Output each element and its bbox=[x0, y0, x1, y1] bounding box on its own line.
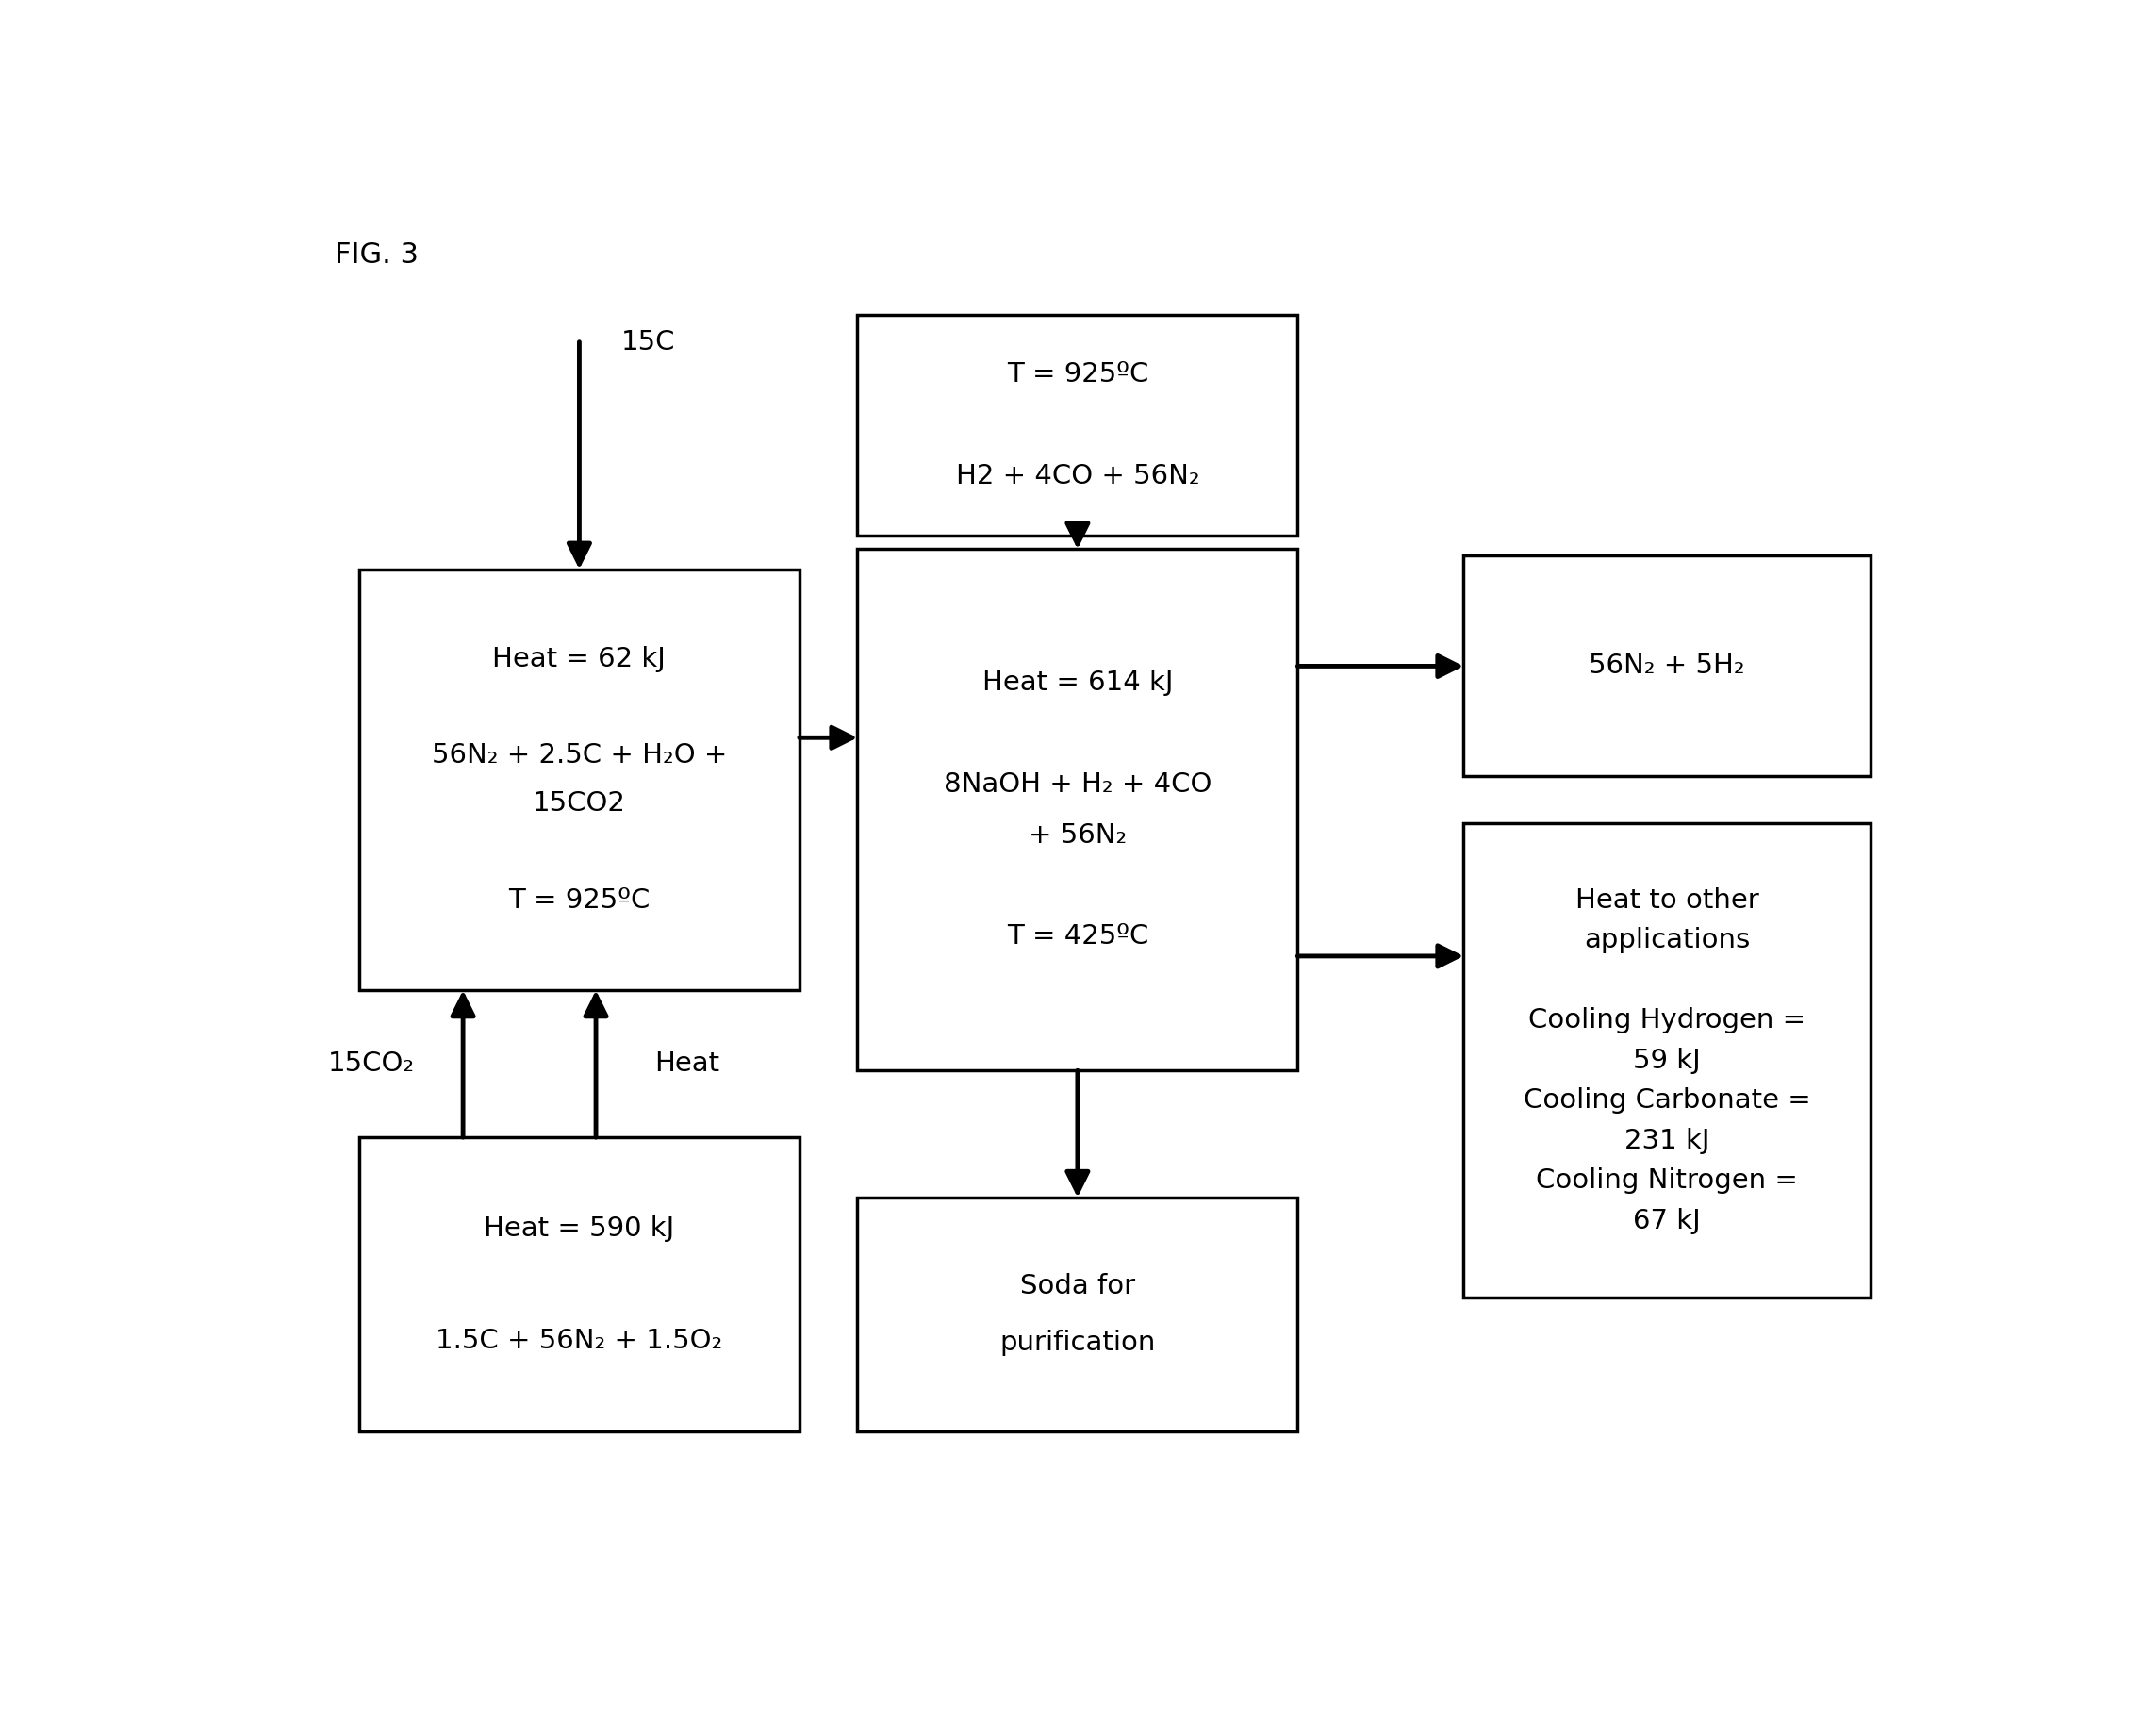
Text: 15CO2: 15CO2 bbox=[534, 790, 626, 818]
Text: Heat = 590 kJ: Heat = 590 kJ bbox=[484, 1215, 675, 1241]
FancyBboxPatch shape bbox=[1464, 823, 1871, 1299]
Text: 231 kJ: 231 kJ bbox=[1624, 1127, 1710, 1154]
Text: 15CO₂: 15CO₂ bbox=[328, 1050, 416, 1076]
Text: 15C: 15C bbox=[621, 328, 675, 356]
Text: T = 925ºC: T = 925ºC bbox=[508, 887, 649, 913]
Text: T = 425ºC: T = 425ºC bbox=[1007, 924, 1149, 950]
Text: 56N₂ + 2.5C + H₂O +: 56N₂ + 2.5C + H₂O + bbox=[431, 743, 726, 769]
FancyBboxPatch shape bbox=[360, 1137, 799, 1432]
Text: applications: applications bbox=[1584, 927, 1751, 953]
Text: 56N₂ + 5H₂: 56N₂ + 5H₂ bbox=[1590, 653, 1744, 679]
FancyBboxPatch shape bbox=[857, 549, 1299, 1071]
Text: Cooling Carbonate =: Cooling Carbonate = bbox=[1524, 1087, 1811, 1115]
Text: H2 + 4CO + 56N₂: H2 + 4CO + 56N₂ bbox=[956, 464, 1200, 490]
Text: Cooling Hydrogen =: Cooling Hydrogen = bbox=[1528, 1007, 1807, 1033]
Text: 1.5C + 56N₂ + 1.5O₂: 1.5C + 56N₂ + 1.5O₂ bbox=[435, 1328, 722, 1354]
Text: T = 925ºC: T = 925ºC bbox=[1007, 361, 1149, 387]
FancyBboxPatch shape bbox=[857, 316, 1299, 536]
FancyBboxPatch shape bbox=[857, 1198, 1299, 1432]
FancyBboxPatch shape bbox=[1464, 556, 1871, 776]
Text: Heat to other: Heat to other bbox=[1575, 887, 1759, 913]
Text: Heat = 614 kJ: Heat = 614 kJ bbox=[981, 670, 1172, 696]
Text: Heat = 62 kJ: Heat = 62 kJ bbox=[493, 646, 666, 672]
Text: purification: purification bbox=[999, 1330, 1155, 1356]
Text: 8NaOH + H₂ + 4CO: 8NaOH + H₂ + 4CO bbox=[943, 771, 1211, 797]
Text: 67 kJ: 67 kJ bbox=[1633, 1208, 1702, 1234]
Text: Heat: Heat bbox=[654, 1050, 720, 1076]
Text: Cooling Nitrogen =: Cooling Nitrogen = bbox=[1537, 1168, 1798, 1194]
Text: FIG. 3: FIG. 3 bbox=[334, 241, 418, 269]
FancyBboxPatch shape bbox=[360, 569, 799, 990]
Text: Soda for: Soda for bbox=[1020, 1272, 1136, 1300]
Text: + 56N₂: + 56N₂ bbox=[1029, 823, 1127, 849]
Text: 59 kJ: 59 kJ bbox=[1633, 1047, 1702, 1073]
